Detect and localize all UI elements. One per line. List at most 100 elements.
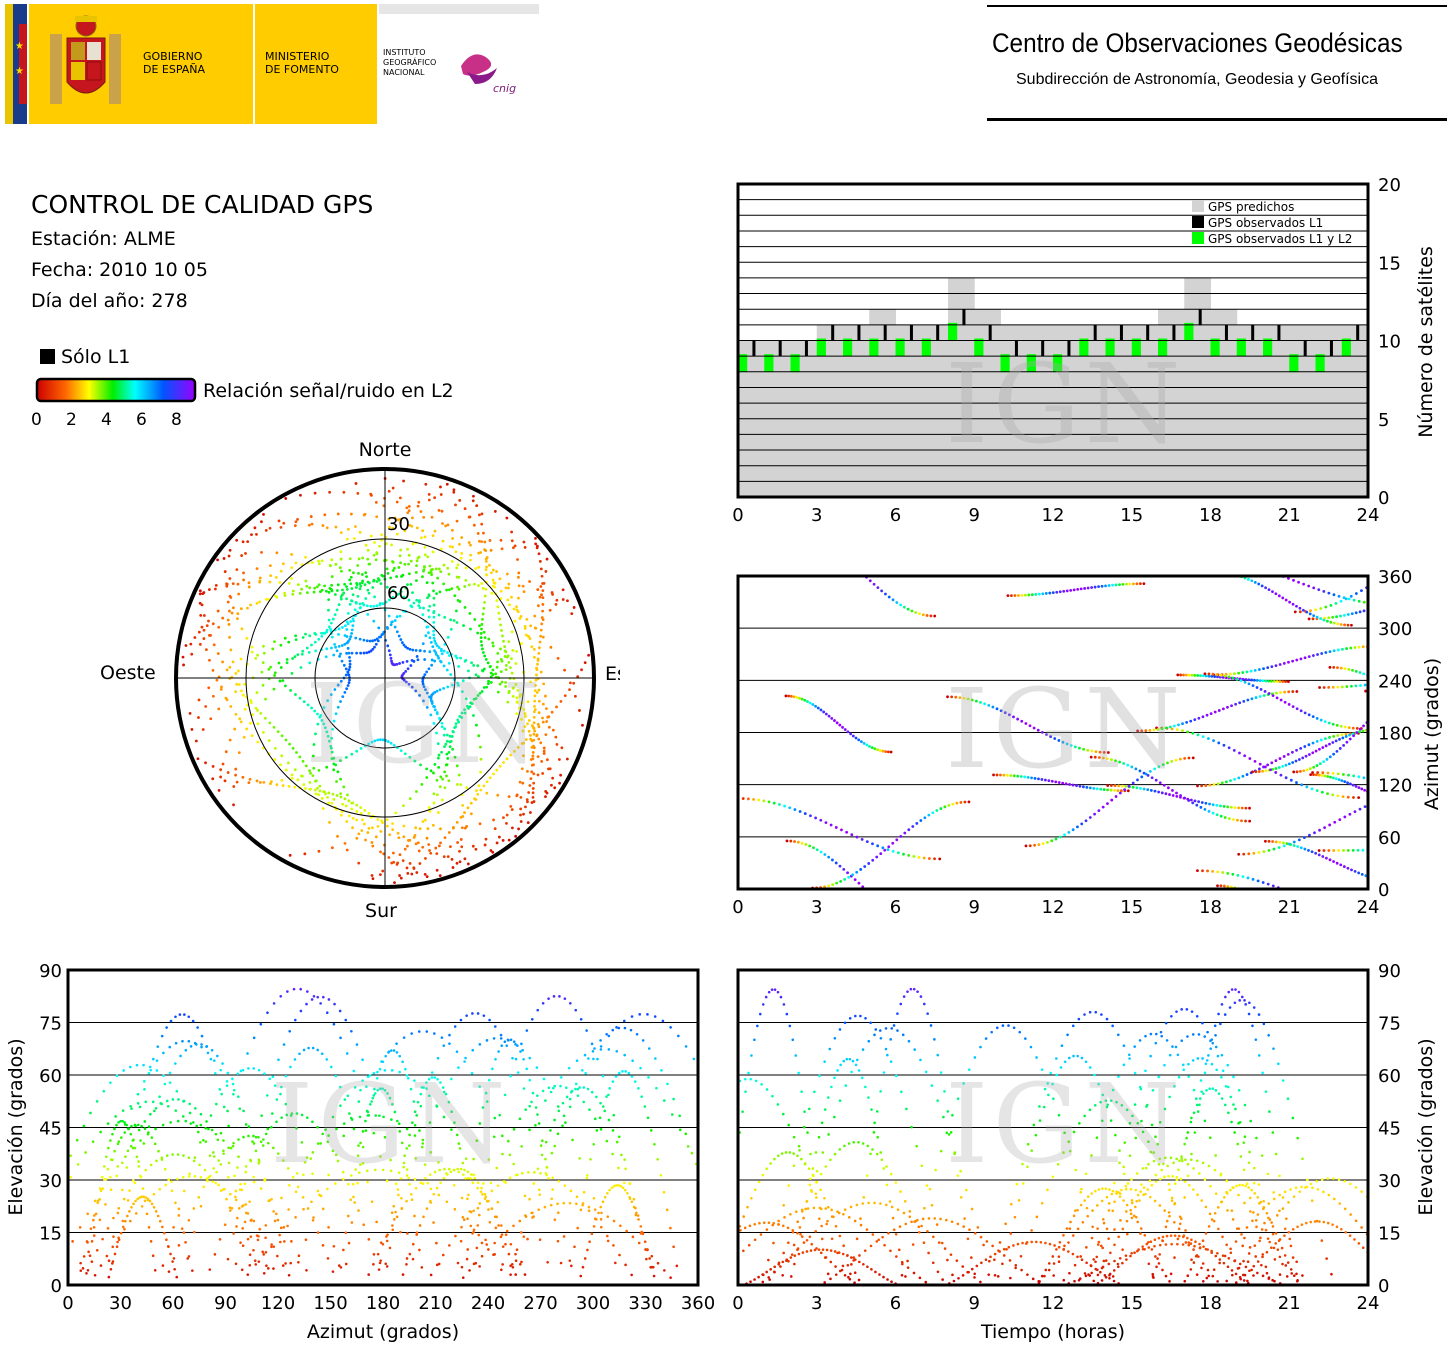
track-point xyxy=(516,1173,519,1177)
track-point xyxy=(251,713,254,717)
track-point xyxy=(690,1151,694,1155)
track-point xyxy=(1237,806,1241,810)
track-point xyxy=(279,643,283,647)
track-point xyxy=(194,739,198,743)
track-point xyxy=(501,634,504,638)
track-point xyxy=(182,1189,186,1193)
track-point xyxy=(290,773,294,777)
track-point xyxy=(624,1070,627,1073)
track-point xyxy=(624,1263,627,1267)
track-point xyxy=(376,1252,380,1256)
track-point xyxy=(1264,769,1268,773)
track-point xyxy=(453,1207,457,1211)
track-point xyxy=(339,1266,343,1269)
track-point xyxy=(608,1087,611,1090)
track-point xyxy=(1317,588,1321,592)
track-point xyxy=(428,849,431,852)
track-point xyxy=(143,1127,147,1131)
x-tick-label: 18 xyxy=(1199,897,1222,918)
track-point xyxy=(1322,849,1326,852)
track-point xyxy=(507,691,511,695)
track-point xyxy=(509,1038,513,1042)
track-point xyxy=(1139,582,1142,586)
track-point xyxy=(996,1275,1000,1278)
track-point xyxy=(1078,784,1082,788)
track-point xyxy=(366,1075,370,1079)
track-point xyxy=(540,622,544,626)
track-point xyxy=(510,1262,514,1266)
track-point xyxy=(498,682,502,686)
track-point xyxy=(202,637,206,640)
track-point xyxy=(273,640,276,644)
track-point xyxy=(354,586,358,589)
track-point xyxy=(469,627,472,631)
track-point xyxy=(421,642,425,646)
track-point xyxy=(1192,1111,1196,1115)
track-point xyxy=(522,590,526,594)
track-point xyxy=(252,1142,256,1145)
track-point xyxy=(541,702,545,706)
track-point xyxy=(306,990,309,993)
track-point xyxy=(511,1265,515,1269)
track-point xyxy=(305,1116,309,1119)
track-point xyxy=(143,1199,147,1203)
track-point xyxy=(1225,1179,1229,1183)
track-point xyxy=(1158,1243,1162,1247)
track-point xyxy=(536,659,540,662)
track-point xyxy=(247,581,251,585)
track-point xyxy=(523,545,527,549)
track-point xyxy=(163,1231,166,1235)
skyplot-chart: Norte Sur Este Oeste 30 60 xyxy=(174,439,620,922)
track-point xyxy=(1236,818,1239,822)
track-point xyxy=(433,705,436,709)
track-point xyxy=(427,631,430,635)
track-point xyxy=(1324,651,1328,654)
track-point xyxy=(373,1092,377,1095)
track-point xyxy=(1297,838,1301,842)
observed-l1l2-bar xyxy=(738,354,748,373)
track-point xyxy=(109,1188,113,1192)
track-point xyxy=(281,679,285,683)
track-point xyxy=(1271,1131,1275,1134)
track-point xyxy=(1107,584,1111,587)
track-point xyxy=(1049,1071,1052,1075)
track-point xyxy=(187,1039,191,1043)
track-point xyxy=(1090,586,1094,589)
track-point xyxy=(373,638,377,642)
track-point xyxy=(415,790,418,793)
track-point xyxy=(902,852,905,856)
track-point xyxy=(545,707,548,711)
track-point xyxy=(515,605,518,609)
track-point xyxy=(197,1196,201,1199)
track-point xyxy=(544,1099,547,1102)
track-point xyxy=(776,1154,780,1158)
track-point xyxy=(461,804,465,807)
track-point xyxy=(1076,1054,1079,1058)
track-point xyxy=(855,1203,859,1207)
track-point xyxy=(936,1270,940,1274)
track-point xyxy=(757,1275,760,1279)
track-point xyxy=(1271,884,1275,888)
track-point xyxy=(1284,680,1287,684)
track-point xyxy=(517,571,521,575)
track-point xyxy=(513,544,517,548)
track-point xyxy=(1102,1221,1106,1225)
track-point xyxy=(345,687,349,691)
track-point xyxy=(381,1242,385,1246)
track-point xyxy=(882,1275,885,1279)
track-point xyxy=(1203,672,1207,676)
track-point xyxy=(453,1121,456,1124)
track-point xyxy=(1336,648,1340,652)
track-point xyxy=(1118,583,1121,586)
track-point xyxy=(288,742,291,746)
track-point xyxy=(1342,596,1346,600)
track-point xyxy=(1253,759,1257,763)
track-point xyxy=(334,1153,338,1157)
track-point xyxy=(875,1152,879,1156)
track-point xyxy=(121,1119,124,1123)
track-point xyxy=(450,735,454,738)
track-point xyxy=(1180,1157,1184,1161)
track-point xyxy=(297,1254,301,1258)
track-point xyxy=(512,607,516,611)
track-point xyxy=(1331,615,1335,619)
